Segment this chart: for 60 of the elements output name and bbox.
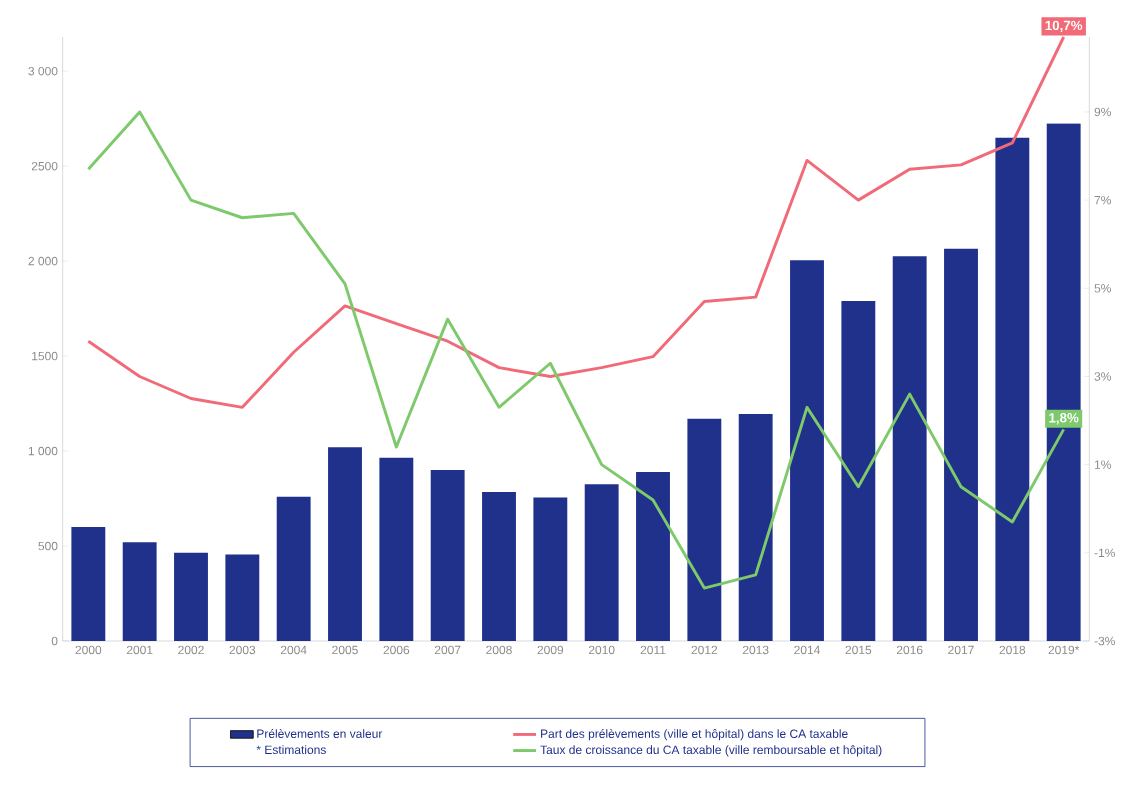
legend-label: Taux de croissance du CA taxable (ville remboursable et hôpital)	[540, 745, 882, 757]
y-tick-label: 2500	[31, 161, 58, 171]
y2-tick-label: -1%	[1094, 548, 1115, 558]
x-tick-label: 2012	[691, 645, 718, 655]
x-tick-label: 2016	[896, 645, 923, 655]
y-tick-label: 0	[51, 636, 58, 646]
bar	[379, 457, 414, 641]
y-tick-label: 500	[38, 541, 58, 551]
bar	[71, 527, 106, 641]
x-tick-label: 2002	[178, 645, 204, 655]
y2-tick-label: 1%	[1094, 460, 1111, 469]
y-tick-label: 2 000	[28, 256, 58, 266]
x-tick-label: 2007	[434, 645, 461, 655]
x-tick-label: 2005	[332, 645, 358, 655]
bar	[995, 137, 1030, 641]
y2-tick-label: 7%	[1094, 195, 1111, 205]
x-tick-label: 2019*	[1048, 645, 1080, 655]
x-tick-label: 2001	[126, 645, 153, 655]
x-tick-label: 2008	[486, 645, 512, 655]
bar	[790, 260, 824, 641]
bar	[892, 256, 927, 641]
x-tick-label: 2009	[537, 645, 564, 655]
bar	[1046, 123, 1081, 641]
data-label: 10,7%	[1045, 20, 1083, 33]
y2-tick-label: 5%	[1094, 284, 1111, 293]
x-tick-label: 2014	[794, 645, 820, 655]
y2-tick-label: 3%	[1094, 372, 1111, 381]
bar	[533, 497, 568, 641]
x-tick-label: 2004	[280, 645, 307, 655]
y-tick-label: 3 000	[28, 66, 58, 76]
bar	[584, 484, 619, 641]
x-tick-label: 2003	[229, 645, 256, 655]
y-tick-label: 1 000	[28, 446, 58, 456]
x-tick-label: 2013	[742, 645, 769, 655]
bar	[276, 496, 311, 641]
legend-label: Part des prélèvements (ville et hôpital) dans le CA taxable	[541, 729, 848, 741]
bar	[738, 414, 773, 641]
bar	[225, 554, 260, 641]
x-tick-label: 2000	[75, 645, 102, 655]
legend-label: Prélèvements en valeur	[257, 729, 383, 738]
y2-tick-label: -3%	[1094, 636, 1115, 646]
bar	[430, 470, 465, 641]
x-tick-label: 2006	[383, 645, 410, 655]
bar	[944, 248, 978, 641]
bar	[328, 447, 362, 641]
text: * Estimations	[256, 745, 326, 755]
x-tick-label: 2018	[999, 645, 1026, 655]
bar	[636, 471, 670, 641]
bar	[482, 491, 516, 641]
x-tick-label: 2010	[588, 645, 615, 655]
y2-tick-label: 9%	[1094, 107, 1111, 117]
x-tick-label: 2015	[845, 645, 872, 655]
bar	[841, 301, 876, 641]
bar	[687, 418, 722, 641]
data-label: 1,8%	[1049, 413, 1079, 425]
x-tick-label: 2017	[948, 645, 974, 655]
bar	[174, 552, 208, 641]
y-tick-label: 1500	[32, 351, 58, 361]
x-tick-label: 2011	[640, 645, 666, 655]
bar	[122, 542, 157, 641]
